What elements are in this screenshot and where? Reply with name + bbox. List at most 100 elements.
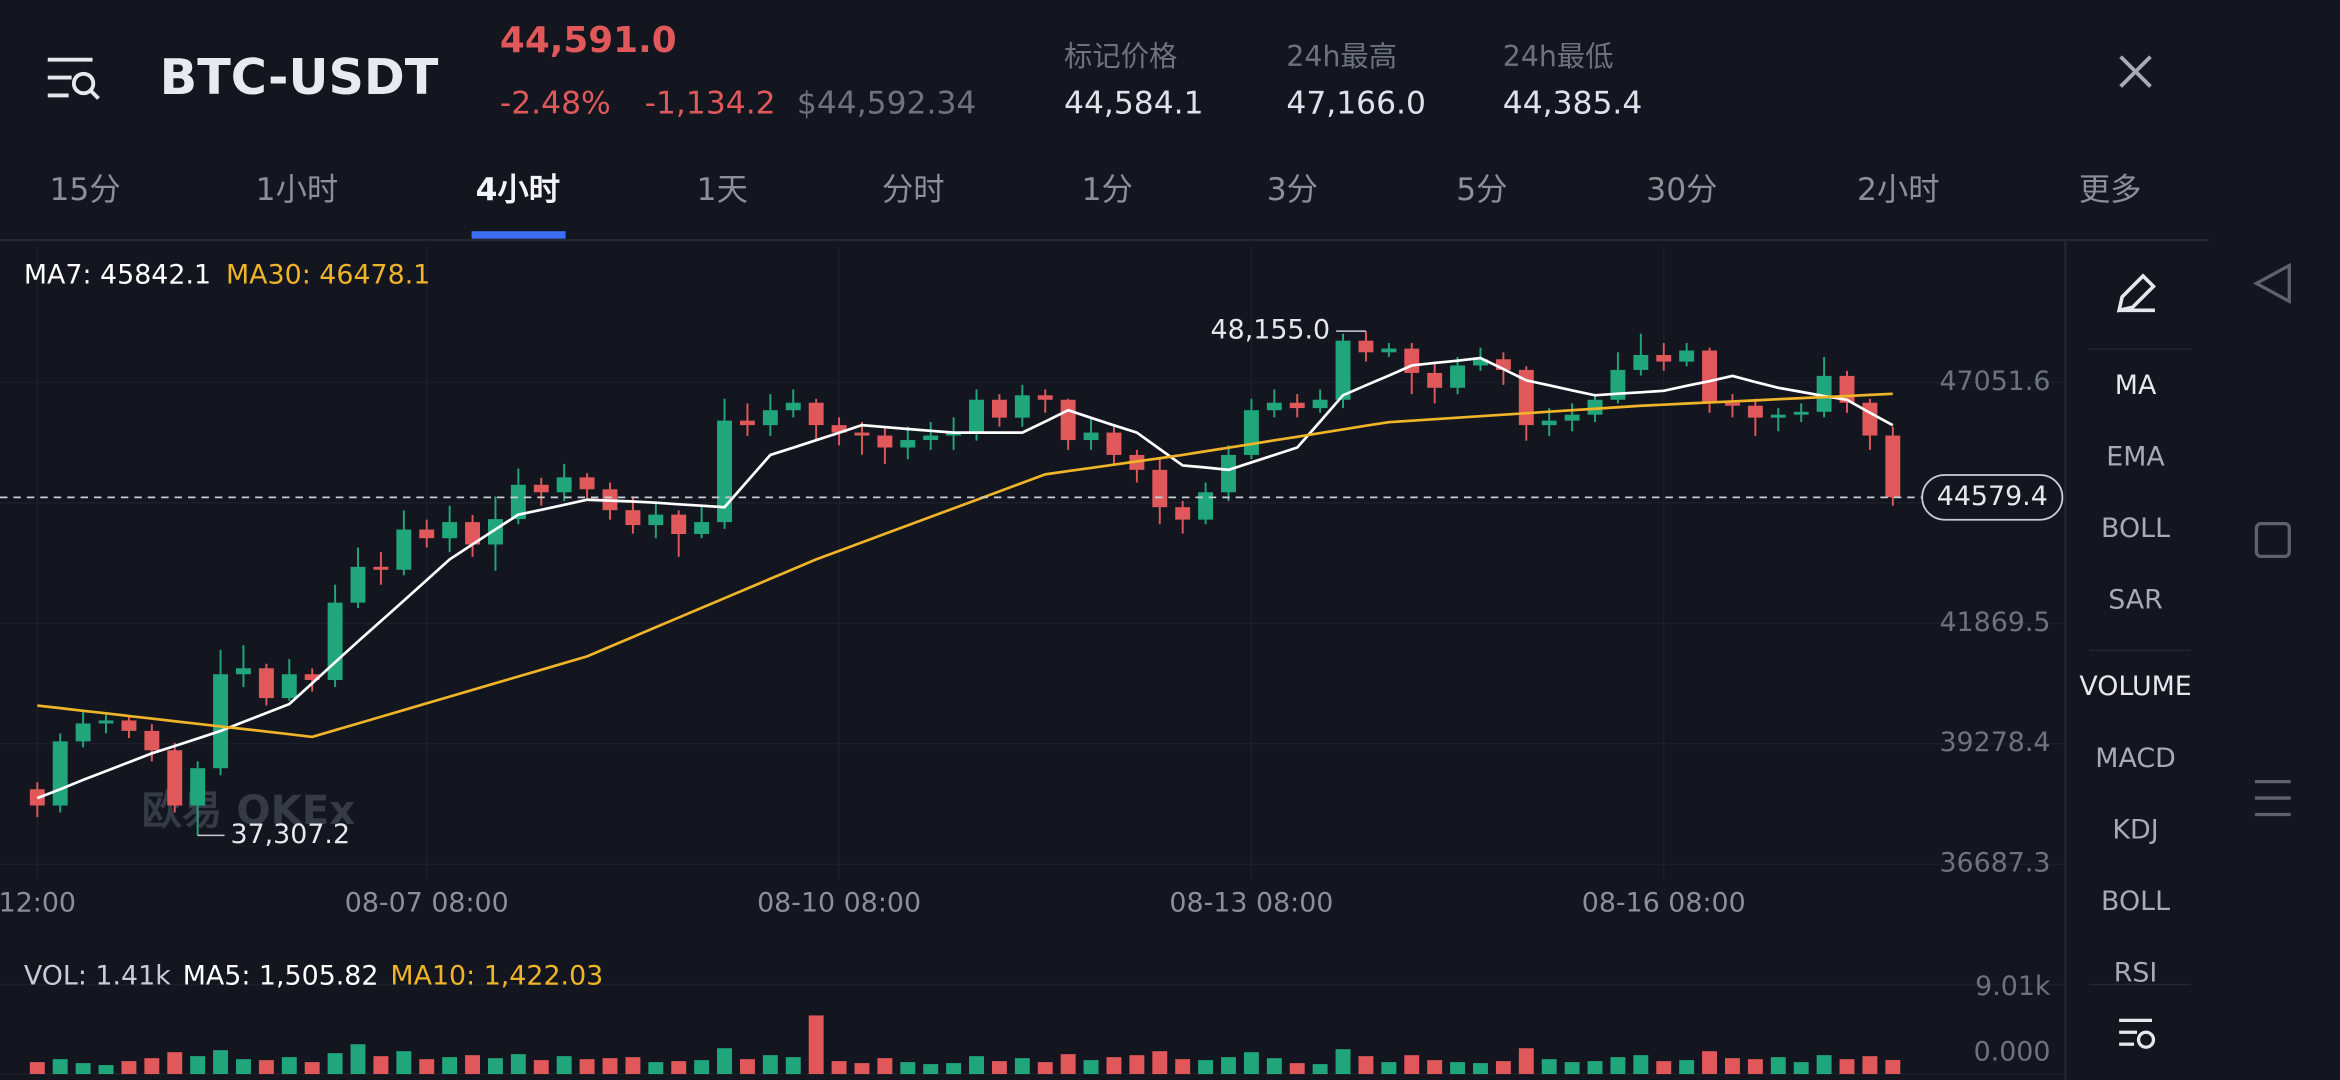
volume-bar: [923, 1064, 939, 1075]
volume-bar: [487, 1058, 503, 1075]
y-tick-label: 47051.6: [1939, 366, 2050, 397]
home-button[interactable]: [2254, 521, 2291, 559]
candle-body: [258, 668, 274, 699]
volume-bar: [762, 1055, 778, 1075]
stat-value: 44,385.4: [1503, 85, 1643, 121]
indicator-button[interactable]: MA: [2115, 370, 2157, 401]
indicator-button[interactable]: MACD: [2095, 743, 2175, 774]
volume-bar: [419, 1059, 435, 1075]
volume-bar: [1450, 1062, 1466, 1075]
candle-body: [98, 720, 114, 724]
volume-bar: [442, 1057, 458, 1075]
symbol: BTC-USDT: [160, 48, 439, 106]
close-button[interactable]: [2119, 55, 2152, 88]
timeframe-tab[interactable]: 1小时: [256, 172, 339, 208]
volume-bar: [946, 1063, 962, 1075]
candle-body: [556, 477, 572, 493]
x-tick-label: 08-10 08:00: [757, 887, 921, 918]
draw-tool-button[interactable]: [2116, 273, 2156, 313]
candle-body: [236, 668, 251, 675]
volume-bar: [373, 1056, 389, 1075]
candle-body: [671, 514, 687, 535]
menu-button[interactable]: [47, 57, 100, 100]
candle-body: [1335, 340, 1351, 400]
candle-body: [923, 435, 939, 441]
indicator-button[interactable]: RSI: [2114, 958, 2158, 989]
timeframe-tab[interactable]: 4小时: [476, 172, 560, 208]
volume-bar: [1656, 1061, 1672, 1075]
volume-bar: [785, 1057, 801, 1075]
candle-body: [808, 402, 824, 426]
legend-entry: MA10: 1,422.03: [390, 961, 603, 992]
timeframe-tab[interactable]: 1天: [697, 172, 748, 208]
indicator-button[interactable]: BOLL: [2101, 886, 2170, 917]
volume-bar: [213, 1050, 229, 1075]
volume-bar: [671, 1061, 687, 1075]
volume-bar: [1312, 1064, 1328, 1075]
timeframe-tab[interactable]: 更多: [2079, 172, 2142, 208]
timeframe-tab[interactable]: 分时: [882, 172, 945, 208]
y-tick-label: 36687.3: [1939, 848, 2050, 879]
legend-entry: MA5: 1,505.82: [183, 961, 379, 992]
change-amount: -1,134.2: [645, 85, 776, 121]
change-percent: -2.48%: [500, 85, 611, 121]
recents-button[interactable]: [2254, 780, 2291, 817]
candle-body: [167, 750, 183, 806]
volume-bar: [1610, 1057, 1626, 1075]
candle-body: [1702, 350, 1718, 403]
indicator-button[interactable]: VOLUME: [2079, 671, 2191, 702]
back-button[interactable]: [2253, 262, 2291, 305]
timeframe-tab[interactable]: 30分: [1646, 172, 1717, 208]
candle-body: [75, 723, 91, 742]
volume-bar: [1129, 1055, 1145, 1075]
low-label: 37,307.2: [230, 819, 350, 850]
candle-body: [969, 399, 984, 433]
timeframe-tab[interactable]: 5分: [1456, 172, 1507, 208]
candle-body: [442, 522, 458, 539]
volume-bar: [1358, 1056, 1374, 1075]
indicator-button[interactable]: SAR: [2108, 585, 2163, 616]
chart-settings-button[interactable]: [2119, 1018, 2156, 1049]
volume-bar: [717, 1048, 732, 1075]
indicator-button[interactable]: KDJ: [2112, 814, 2158, 845]
volume-bar: [877, 1058, 893, 1075]
volume-bar: [1198, 1060, 1214, 1075]
x-tick-label: 08-07 08:00: [345, 887, 509, 918]
volume-bar: [236, 1059, 251, 1075]
x-tick-label: 08-13 08:00: [1169, 887, 1333, 918]
volume-bar: [1633, 1055, 1649, 1075]
candle-body: [1060, 399, 1076, 441]
timeframe-tab[interactable]: 1分: [1082, 172, 1133, 208]
candle-body: [1747, 405, 1763, 418]
x-tick-label: 12:00: [0, 887, 76, 918]
candle-body: [1312, 399, 1328, 409]
candle-body: [373, 566, 389, 570]
stat-value: 44,584.1: [1064, 85, 1204, 121]
y-tick-label: 9.01k: [1975, 971, 2051, 1002]
stat-label: 24h最高: [1286, 40, 1397, 73]
volume-bar: [1816, 1055, 1832, 1075]
volume-bar: [1793, 1062, 1809, 1075]
volume-bar: [1037, 1062, 1053, 1075]
legend-entry: MA30: 46478.1: [226, 259, 430, 290]
moving-average-line: [37, 392, 1893, 739]
volume-bar: [1747, 1059, 1763, 1075]
candle-body: [213, 674, 229, 769]
indicator-button[interactable]: BOLL: [2101, 513, 2170, 544]
volume-bar: [533, 1060, 549, 1075]
candle-body: [1793, 411, 1809, 415]
candle-body: [1083, 432, 1099, 441]
timeframe-tab[interactable]: 3分: [1267, 172, 1318, 208]
timeframe-tab[interactable]: 2小时: [1857, 172, 1940, 208]
timeframe-tab[interactable]: 15分: [49, 172, 120, 208]
indicator-button[interactable]: EMA: [2106, 441, 2165, 472]
candle-body: [1541, 420, 1557, 426]
volume-bar: [694, 1060, 710, 1075]
candle-body: [350, 566, 366, 603]
volume-bar: [1495, 1061, 1511, 1075]
volume-bar: [465, 1055, 481, 1075]
volume-bar: [739, 1059, 755, 1075]
candle-body: [1679, 350, 1695, 362]
candle-body: [419, 529, 435, 539]
